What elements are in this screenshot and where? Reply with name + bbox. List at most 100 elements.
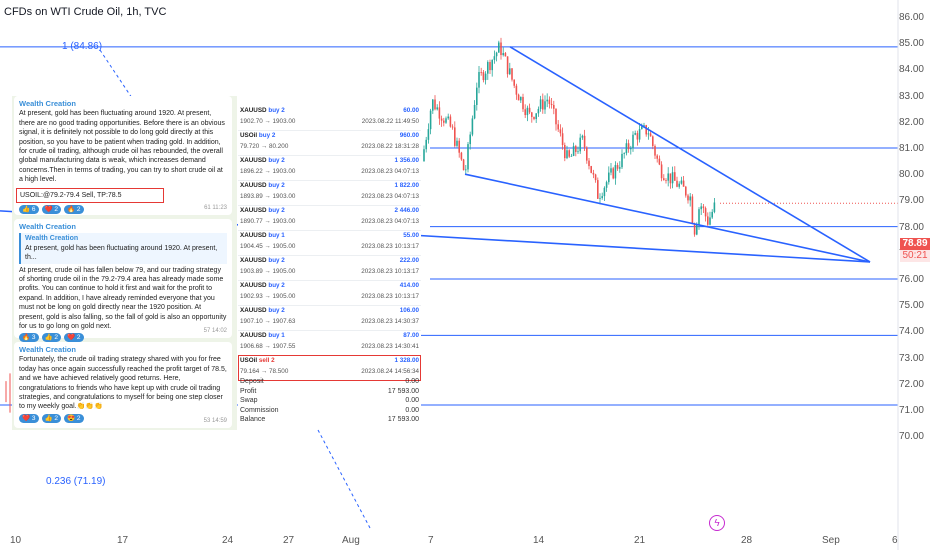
- candle-body: [671, 172, 674, 184]
- candle-body: [583, 135, 586, 148]
- candle-body: [570, 155, 573, 157]
- trade-symbol: XAUUSD buy 2: [240, 207, 285, 214]
- price-tick-label: 83.00: [898, 90, 924, 102]
- candle-body: [660, 164, 663, 179]
- trade-date: 2023.08.23 10:13:17: [361, 293, 419, 300]
- candle-body: [702, 206, 705, 209]
- trade-prices: 1902.70 → 1903.00: [240, 118, 296, 125]
- candle-body: [632, 134, 634, 149]
- candle-body: [535, 113, 537, 120]
- tradingview-logo-icon[interactable]: ϟ: [709, 515, 725, 531]
- candle-body: [432, 99, 434, 111]
- reaction: 😍 2: [64, 413, 84, 423]
- candle-body: [498, 42, 500, 53]
- candle-body: [550, 103, 553, 106]
- price-tick-label: 79.00: [898, 195, 924, 207]
- quoted-message: Wealth Creation At present, gold has bee…: [19, 233, 227, 264]
- candle-body: [445, 118, 447, 123]
- reaction: 🔥 3: [19, 333, 39, 343]
- trade-row: XAUUSD buy 2 1893.89 → 1903.00 1 822.00 202…: [238, 180, 421, 206]
- reaction: ❤️ 3: [19, 413, 39, 423]
- candle-body: [691, 196, 694, 224]
- candle-body: [561, 133, 564, 146]
- message-text: At present, crude oil has fallen below 7…: [19, 266, 227, 331]
- time-tick-label: Sep: [822, 535, 840, 546]
- time-tick-label: Aug: [342, 535, 360, 546]
- reaction: 👍 2: [41, 333, 62, 343]
- trade-row: XAUUSD buy 2 1902.70 → 1903.00 60.00 2023.0…: [238, 105, 421, 131]
- candle-body: [434, 99, 436, 110]
- candle-body: [588, 160, 590, 167]
- time-tick-label: 10: [10, 535, 22, 546]
- candle-body: [436, 107, 438, 110]
- candle-body: [504, 53, 507, 57]
- candle-body: [612, 168, 614, 179]
- fib-level-bottom-label: 0.236 (71.19): [46, 476, 106, 487]
- trade-symbol: XAUUSD buy 2: [240, 107, 285, 114]
- trade-date: 2023.08.23 10:13:17: [361, 243, 419, 250]
- candle-body: [619, 167, 621, 169]
- trade-date: 2023.08.22 11:49:50: [361, 118, 419, 125]
- candle-body: [500, 42, 502, 56]
- candle-body: [621, 153, 623, 168]
- candle-body: [473, 104, 476, 119]
- candle-body: [592, 172, 595, 175]
- candle-body: [581, 135, 584, 138]
- trade-side: buy 2: [268, 157, 285, 164]
- candle-body: [608, 172, 610, 183]
- time-tick-label: 28: [741, 535, 753, 546]
- candle-body: [663, 178, 665, 181]
- price-tick-label: 75.00: [898, 300, 924, 312]
- candle-body: [451, 126, 454, 128]
- candle-body: [636, 133, 639, 140]
- candle-body: [469, 134, 471, 145]
- trade-symbol: XAUUSD buy 2: [240, 307, 285, 314]
- reaction: ❤️ 2: [41, 205, 62, 215]
- candle-body: [696, 224, 698, 235]
- candle-body: [674, 172, 676, 181]
- trade-profit: 1 822.00: [394, 182, 419, 189]
- time-tick-label: 21: [634, 535, 646, 546]
- trade-side: buy 2: [258, 132, 276, 139]
- fib-level-top-label: 1 (84.86): [62, 41, 103, 52]
- trade-prices: 79.720 → 80.200: [240, 143, 289, 150]
- candle-body: [597, 180, 599, 199]
- candle-body: [625, 143, 628, 154]
- trade-date: 2023.08.22 18:31:28: [361, 143, 419, 150]
- candle-body: [687, 195, 689, 201]
- price-tick-label: 74.00: [898, 326, 924, 338]
- trade-symbol: XAUUSD buy 1: [240, 332, 285, 339]
- telegram-chat-overlay: Wealth Creation At present, gold has bee…: [12, 96, 237, 430]
- candle-body: [579, 137, 581, 152]
- time-tick-label: 24: [222, 535, 234, 546]
- message-meta: 53 14:59: [203, 417, 227, 424]
- reaction: 👍 2: [41, 413, 62, 423]
- candle-body: [460, 152, 463, 160]
- candle-body: [513, 79, 515, 86]
- trade-symbol: XAUUSD buy 2: [240, 257, 285, 264]
- candle-body: [537, 108, 540, 114]
- price-tick-label: 73.00: [898, 352, 924, 364]
- candle-body: [676, 180, 678, 187]
- candle-body: [707, 216, 709, 225]
- summary-row: Deposit 0.00: [238, 378, 421, 388]
- trade-profit: 960.00: [399, 132, 419, 139]
- candle-body: [454, 127, 456, 146]
- candle-body: [566, 150, 568, 159]
- candle-body: [515, 85, 518, 95]
- trade-row: XAUUSD buy 2 1907.10 → 1907.63 106.00 2023.…: [238, 305, 421, 331]
- candle-body: [524, 109, 526, 116]
- candle-body: [627, 143, 630, 150]
- wedge-lower-trendline: [464, 173, 871, 263]
- candle-body: [685, 186, 687, 196]
- candle-body: [704, 208, 707, 217]
- candle-body: [638, 129, 641, 140]
- candle-body: [546, 99, 548, 102]
- candle-body: [614, 165, 617, 179]
- trade-prices: 1893.89 → 1903.00: [240, 193, 296, 200]
- candle-body: [458, 140, 460, 153]
- candle-body: [517, 94, 520, 101]
- candle-body: [495, 52, 498, 57]
- candle-body: [711, 211, 713, 218]
- trade-prices: 1896.22 → 1903.00: [240, 168, 296, 175]
